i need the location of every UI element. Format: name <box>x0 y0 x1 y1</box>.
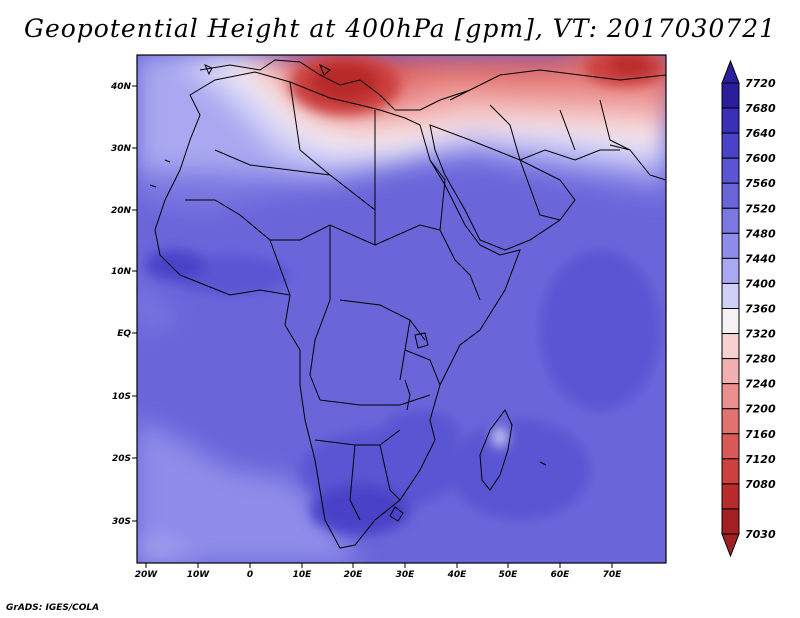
grads-credit: GrADS: IGES/COLA <box>6 603 100 613</box>
colorbar-label: 7520 <box>745 202 776 215</box>
colorbar-swatch <box>721 257 740 284</box>
colorbar-label: 7030 <box>745 528 776 541</box>
colorbar-swatch <box>721 508 740 535</box>
colorbar-label: 7160 <box>745 428 776 441</box>
colorbar-label: 7360 <box>745 303 776 316</box>
colorbar-bottom-arrow <box>721 533 740 558</box>
colorbar-swatch <box>721 232 740 259</box>
colorbar-label: 7120 <box>745 453 776 466</box>
lat-tick-label: 30N <box>111 144 132 154</box>
map-title: Geopotential Height at 400hPa [gpm], VT:… <box>23 14 777 43</box>
lat-tick-label: 30S <box>112 517 131 527</box>
colorbar-label: 7320 <box>745 328 776 341</box>
lat-tick-label: EQ <box>117 329 131 339</box>
colorbar-top-arrow <box>721 59 740 84</box>
colorbar-label: 7640 <box>745 127 776 140</box>
colorbar-swatch <box>721 82 740 109</box>
colorbar-swatch <box>721 408 740 435</box>
colorbar-label: 7560 <box>745 177 776 190</box>
colorbar-swatch <box>721 157 740 184</box>
colorbar-label: 7400 <box>745 277 776 290</box>
colorbar-label: 7280 <box>745 353 776 366</box>
plot-frame <box>136 54 667 564</box>
colorbar-swatch <box>721 107 740 134</box>
colorbar-label: 7600 <box>745 152 776 165</box>
colorbar-label: 7680 <box>745 102 776 115</box>
lon-tick-label: 20E <box>344 570 364 580</box>
lat-tick-label: 10S <box>112 392 131 402</box>
lon-tick-label: 40E <box>447 570 468 580</box>
colorbar-label: 7480 <box>745 227 776 240</box>
lat-tick-label: 20S <box>112 454 131 464</box>
lon-tick-label: 20W <box>135 570 159 580</box>
colorbar-swatch <box>721 132 740 159</box>
lon-tick-label: 50E <box>499 570 519 580</box>
height-field <box>137 55 666 563</box>
lon-tick-label: 60E <box>551 570 571 580</box>
colorbar-swatch <box>721 458 740 485</box>
colorbar-swatch <box>721 358 740 385</box>
lat-tick-label: 40N <box>110 82 132 92</box>
colorbar-swatch <box>721 383 740 410</box>
lon-tick-label: 30E <box>396 570 416 580</box>
lon-tick-label: 10W <box>187 570 211 580</box>
colorbar: 7720 7680 7640 7600 7560 7520 7480 7440 7400 7360… <box>721 59 776 558</box>
lon-tick-label: 70E <box>603 570 623 580</box>
colorbar-label: 7080 <box>745 478 776 491</box>
colorbar-swatch <box>721 333 740 360</box>
lon-tick-label: 10E <box>293 570 313 580</box>
colorbar-swatch <box>721 483 740 510</box>
colorbar-swatch <box>721 308 740 335</box>
axis-ticks: 20W 10W 0 10E 20E 30E 40E 50E 60E 70E 40N 30N 20N 10N… <box>110 82 622 580</box>
colorbar-label: 7440 <box>745 252 776 265</box>
colorbar-label: 7240 <box>745 378 776 391</box>
colorbar-swatch <box>721 182 740 209</box>
lon-tick-label: 0 <box>247 570 253 580</box>
lat-tick-label: 20N <box>111 206 132 216</box>
colorbar-swatch <box>721 282 740 310</box>
lat-tick-label: 10N <box>111 267 132 277</box>
coastlines <box>149 59 666 549</box>
colorbar-swatch <box>721 207 740 234</box>
colorbar-swatch <box>721 433 740 460</box>
colorbar-label: 7200 <box>745 403 776 416</box>
colorbar-label: 7720 <box>745 77 776 90</box>
